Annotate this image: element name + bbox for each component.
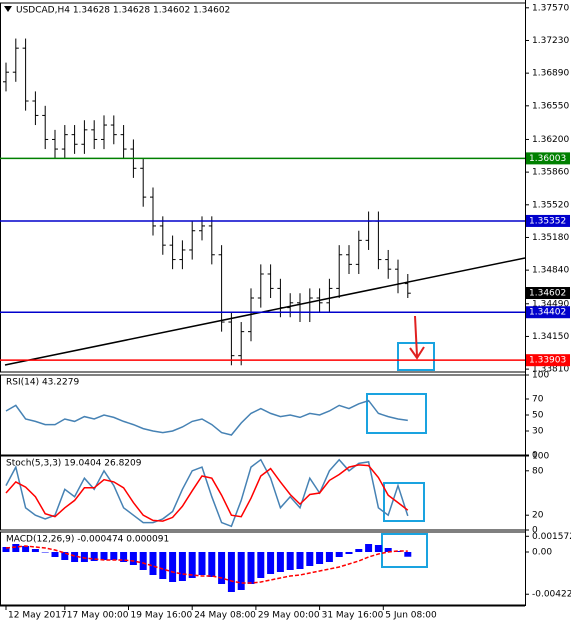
histogram-bar: [90, 552, 98, 561]
histogram-bar: [355, 549, 363, 552]
y-tick-label: 80: [532, 466, 544, 476]
indicator-line: [5, 464, 409, 522]
histogram-bar: [374, 545, 382, 552]
histogram-bar: [286, 552, 294, 570]
histogram-bar: [227, 552, 235, 592]
histogram-bar: [404, 552, 412, 557]
histogram-bar: [110, 552, 118, 560]
histogram-bar: [129, 552, 137, 565]
level-label: 1.34402: [529, 308, 566, 318]
y-tick-label: 1.36200: [532, 135, 569, 145]
y-tick-label: 1.35180: [532, 233, 569, 243]
y-tick-label: 1.34150: [532, 332, 569, 342]
histogram-bar: [51, 552, 59, 557]
y-tick-label: 20: [532, 511, 544, 521]
level-label: 1.34602: [529, 289, 566, 299]
level-label-box: [526, 214, 570, 227]
y-tick-label: 100: [532, 371, 549, 381]
y-tick-label: 0: [532, 526, 538, 536]
level-label-box: [526, 354, 570, 367]
histogram-bar: [257, 552, 265, 578]
x-tick-label: 31 May 16:00: [322, 611, 384, 621]
histogram-bar: [41, 552, 49, 553]
histogram-bar: [120, 552, 128, 562]
histogram-bar: [71, 552, 79, 562]
histogram-bar: [100, 552, 108, 560]
y-tick-label: 1.35860: [532, 168, 569, 178]
y-tick-label: 50: [532, 411, 544, 421]
histogram-bar: [325, 552, 333, 562]
x-tick-label: 19 May 16:00: [131, 611, 193, 621]
panel-title: USDCAD,H4 1.34628 1.34628 1.34602 1.3460…: [16, 6, 230, 16]
panel-title: RSI(14) 43.2279: [6, 378, 79, 388]
y-tick-label: 1.34840: [532, 266, 569, 276]
indicator-line: [5, 545, 408, 584]
panel-title: Stoch(5,3,3) 19.0404 26.8209: [6, 459, 142, 469]
histogram-bar: [198, 552, 206, 575]
x-tick-label: 17 May 00:00: [67, 611, 129, 621]
histogram-bar: [267, 552, 275, 574]
histogram-bar: [31, 549, 39, 552]
histogram-bar: [247, 552, 255, 584]
x-tick-label: 5 Jun 08:00: [385, 611, 437, 621]
y-tick-label: 0.00: [532, 548, 552, 558]
y-tick-label: 0: [532, 451, 538, 461]
y-tick-label: 70: [532, 395, 544, 405]
y-tick-label: 1.36550: [532, 101, 569, 111]
histogram-bar: [394, 551, 402, 552]
level-label: 1.33903: [529, 356, 566, 366]
level-label-box: [526, 306, 570, 319]
highlight-box: [383, 482, 425, 522]
histogram-bar: [149, 552, 157, 575]
histogram-bar: [237, 552, 245, 590]
histogram-bar: [2, 547, 10, 552]
highlight-box: [366, 393, 427, 434]
y-tick-label: 1.37230: [532, 36, 569, 46]
histogram-bar: [12, 544, 20, 552]
histogram-bar: [296, 552, 304, 569]
y-tick-label: -0.004223: [532, 590, 571, 600]
y-tick-label: 1.37570: [532, 3, 569, 13]
y-tick-label: 1.33810: [532, 365, 569, 375]
histogram-bar: [306, 552, 314, 566]
x-tick-label: 29 May 00:00: [258, 611, 320, 621]
level-label: 1.36003: [529, 154, 566, 164]
histogram-bar: [22, 546, 30, 552]
y-tick-label: 30: [532, 427, 544, 437]
histogram-bar: [188, 552, 196, 578]
histogram-bar: [345, 552, 353, 554]
histogram-bar: [159, 552, 167, 579]
histogram-bar: [139, 552, 147, 570]
y-tick-label: 1.36890: [532, 69, 569, 79]
level-label-box: [526, 152, 570, 165]
y-tick-label: 1.35520: [532, 200, 569, 210]
histogram-bar: [80, 552, 88, 562]
histogram-bar: [61, 552, 69, 560]
panel-title: MACD(12,26,9) -0.000474 0.000091: [6, 535, 169, 545]
level-label-box: [526, 287, 570, 300]
y-tick-label: 1.34490: [532, 299, 569, 309]
menu-icon: [4, 6, 12, 12]
y-tick-label: 0.001572: [532, 532, 571, 542]
histogram-bar: [335, 552, 343, 557]
histogram-bar: [169, 552, 177, 582]
indicator-line: [5, 399, 408, 436]
indicator-line: [5, 458, 409, 528]
arrow: [409, 315, 425, 360]
level-label: 1.35352: [529, 216, 566, 226]
histogram-bar: [178, 552, 186, 581]
histogram-bar: [276, 552, 284, 572]
histogram-bar: [384, 548, 392, 552]
histogram-bar: [365, 544, 373, 552]
histogram-bar: [316, 552, 324, 564]
histogram-bar: [208, 552, 216, 577]
x-tick-label: 12 May 2017: [8, 611, 67, 621]
histogram-bar: [218, 552, 226, 584]
highlight-box: [381, 533, 428, 568]
y-tick-label: 100: [532, 452, 549, 462]
x-tick-label: 24 May 08:00: [194, 611, 256, 621]
